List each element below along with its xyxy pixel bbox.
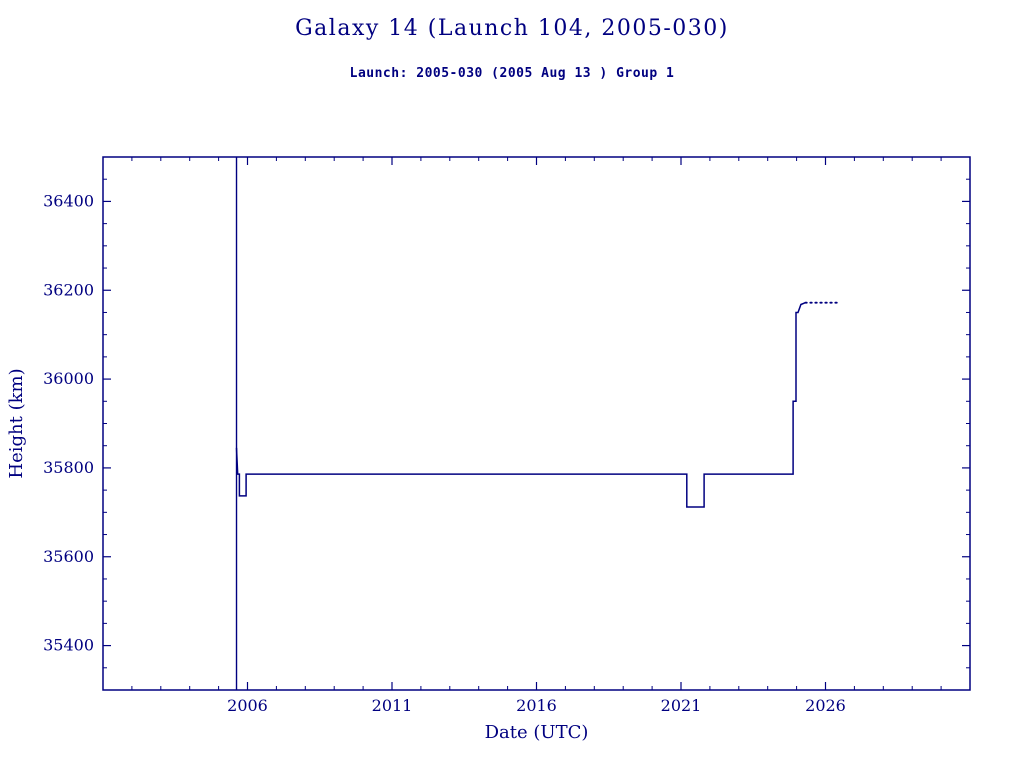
x-axis-label: Date (UTC) bbox=[485, 722, 589, 743]
x-tick-label: 2006 bbox=[227, 696, 268, 715]
series-line-height-km bbox=[235, 302, 806, 508]
y-axis-label: Height (km) bbox=[6, 368, 27, 478]
y-tick-label: 35800 bbox=[43, 458, 94, 477]
x-tick-label: 2026 bbox=[805, 696, 846, 715]
y-tick-label: 36000 bbox=[43, 369, 94, 388]
plot-frame bbox=[102, 156, 971, 691]
chart-title: Galaxy 14 (Launch 104, 2005-030) bbox=[295, 16, 729, 41]
x-tick-label: 2011 bbox=[372, 696, 413, 715]
chart-subtitle: Launch: 2005-030 (2005 Aug 13 ) Group 1 bbox=[349, 66, 675, 81]
x-tick-label: 2021 bbox=[661, 696, 702, 715]
x-tick-label: 2016 bbox=[516, 696, 557, 715]
y-tick-label: 35400 bbox=[43, 636, 94, 655]
y-tick-label: 36400 bbox=[43, 191, 94, 210]
y-tick-label: 36200 bbox=[43, 280, 94, 299]
y-tick-label: 35600 bbox=[43, 547, 94, 566]
